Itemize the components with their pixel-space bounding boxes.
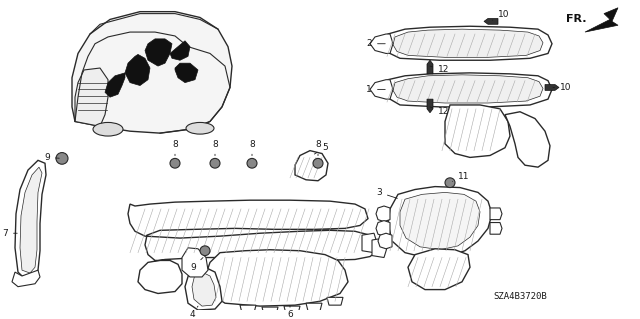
Polygon shape [408,249,470,290]
Polygon shape [372,238,387,257]
Polygon shape [12,270,40,287]
Polygon shape [370,80,393,99]
Polygon shape [205,250,348,306]
Circle shape [200,246,210,256]
Polygon shape [376,206,390,222]
Text: 8: 8 [172,140,178,156]
Ellipse shape [186,122,214,134]
Circle shape [313,159,323,168]
Polygon shape [484,19,498,24]
Polygon shape [262,307,278,315]
Text: 10: 10 [553,83,572,92]
Text: 7: 7 [3,229,17,238]
Text: 12: 12 [430,65,449,74]
Polygon shape [386,73,552,107]
Polygon shape [388,187,492,257]
Ellipse shape [93,122,123,136]
Polygon shape [185,267,222,310]
Polygon shape [15,160,46,277]
Text: 3: 3 [376,188,397,198]
Text: 11: 11 [452,172,470,182]
Polygon shape [327,297,343,305]
Polygon shape [490,223,502,234]
Polygon shape [505,112,550,167]
Circle shape [170,159,180,168]
Text: 12: 12 [430,107,449,116]
Text: 1: 1 [366,85,385,94]
Text: 8: 8 [212,140,218,156]
Polygon shape [400,192,480,250]
Polygon shape [306,303,322,311]
Text: FR.: FR. [566,14,586,25]
Polygon shape [393,75,543,103]
Text: SZA4B3720B: SZA4B3720B [493,292,547,301]
Text: 4: 4 [189,306,198,319]
Polygon shape [378,233,392,249]
Polygon shape [240,305,256,313]
Polygon shape [145,39,172,66]
Polygon shape [545,85,559,90]
Polygon shape [128,200,378,293]
Polygon shape [376,221,390,236]
Polygon shape [284,306,300,314]
Polygon shape [386,26,552,60]
Text: 6: 6 [287,306,293,319]
Polygon shape [445,105,510,158]
Polygon shape [370,34,393,54]
Polygon shape [75,68,108,126]
Polygon shape [72,12,232,133]
Polygon shape [393,29,543,57]
Polygon shape [427,99,433,113]
Text: 2: 2 [366,39,385,48]
Polygon shape [490,208,502,219]
Polygon shape [182,248,208,277]
Polygon shape [170,41,190,60]
Circle shape [210,159,220,168]
Text: 10: 10 [493,10,509,20]
Polygon shape [175,63,198,83]
Text: 9: 9 [44,153,60,162]
Text: 8: 8 [249,140,255,156]
Circle shape [56,152,68,164]
Text: 5: 5 [314,143,328,154]
Text: 8: 8 [315,140,321,156]
Circle shape [247,159,257,168]
Text: 9: 9 [190,257,203,272]
Polygon shape [362,233,377,253]
Polygon shape [125,55,150,85]
Polygon shape [20,167,42,273]
Circle shape [445,178,455,188]
Polygon shape [427,60,433,74]
Polygon shape [105,73,125,97]
Polygon shape [585,8,618,32]
Polygon shape [295,151,328,181]
Polygon shape [192,272,216,306]
